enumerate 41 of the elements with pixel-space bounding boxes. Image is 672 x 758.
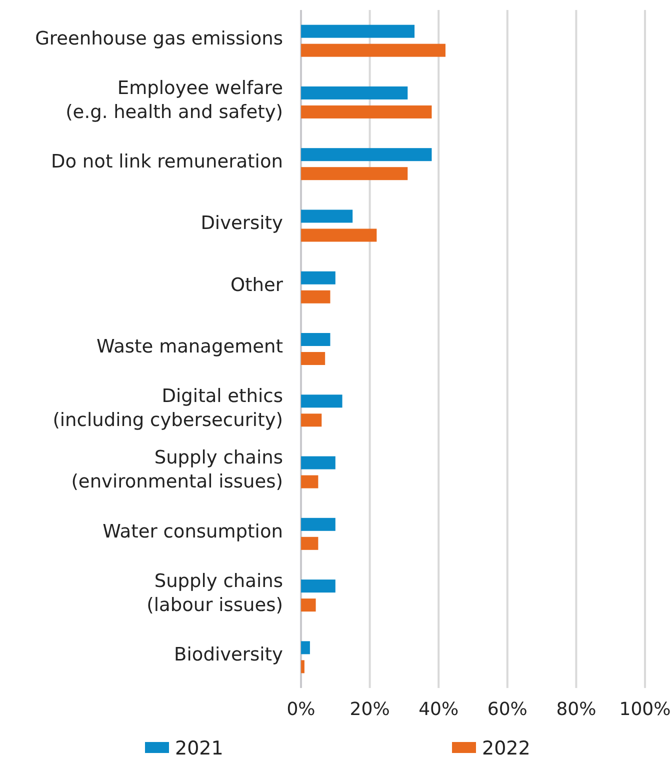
bar (301, 518, 336, 531)
bar (301, 86, 408, 100)
bar (301, 475, 318, 488)
bar (301, 414, 322, 427)
bar (301, 394, 342, 408)
x-tick-label: 60% (487, 698, 528, 720)
x-tick-label: 40% (418, 698, 459, 720)
y-tick-label: Biodiversity (174, 644, 284, 666)
bar (301, 352, 326, 365)
y-tick-label: Diversity (200, 213, 284, 234)
bar (301, 167, 408, 180)
bar (301, 333, 330, 346)
bar (301, 580, 336, 593)
bar (301, 148, 432, 162)
bar (301, 24, 415, 38)
legend-label: 2021 (175, 738, 224, 758)
bar (301, 271, 336, 284)
y-tick-label: Supply chains (labour issues) (146, 571, 283, 616)
y-tick-label: Do not link remuneration (50, 152, 283, 173)
y-tick-label: Supply chains (environmental issues) (71, 448, 283, 493)
x-tick-label: 80% (556, 698, 596, 720)
bar (301, 660, 304, 674)
legend-label: 2022 (482, 738, 530, 758)
y-tick-label: Employee welfare (e.g. health and safety) (66, 78, 283, 123)
y-tick-label: Water consumption (102, 521, 283, 542)
x-tick-label: 20% (350, 698, 390, 720)
bar (301, 105, 432, 118)
x-tick-label: 100% (619, 698, 671, 720)
y-tick-label: Other (230, 274, 284, 296)
y-tick-label: Waste management (96, 336, 283, 358)
bar (301, 598, 316, 612)
y-tick-label: Digital ethics (including cybersecurity) (52, 386, 283, 432)
bar (301, 641, 310, 654)
bar (301, 44, 446, 57)
y-tick-label: Greenhouse gas emissions (35, 28, 283, 50)
bar (301, 456, 336, 470)
bar (301, 210, 353, 223)
bar (301, 290, 330, 304)
bar (301, 228, 377, 242)
x-tick-label: 0% (286, 698, 316, 720)
bar (301, 536, 318, 550)
